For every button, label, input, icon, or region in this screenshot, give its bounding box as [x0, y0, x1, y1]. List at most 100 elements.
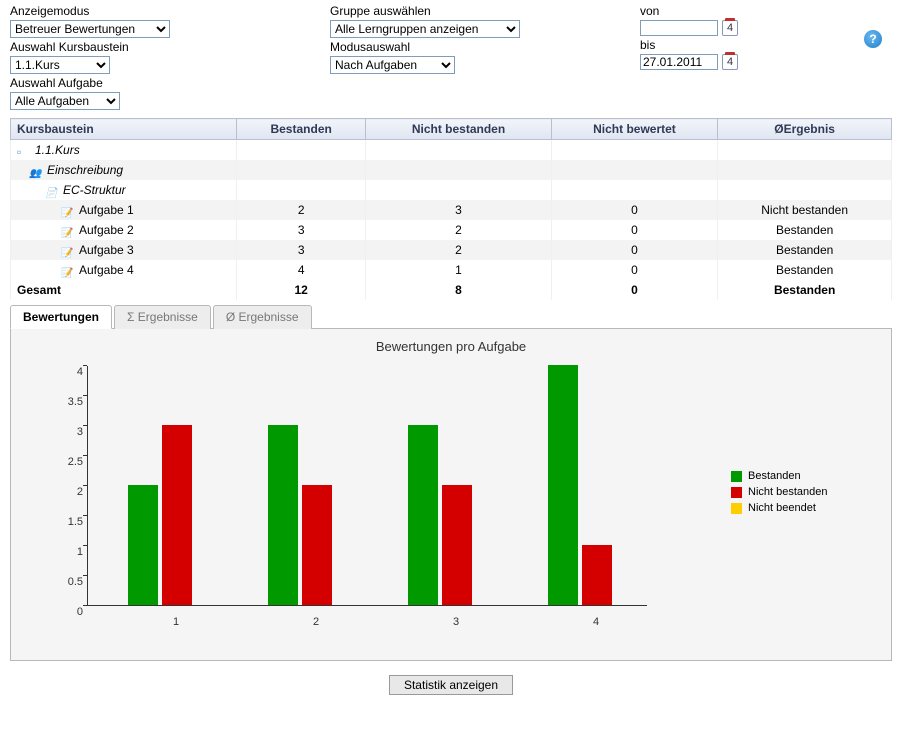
cell: [551, 160, 718, 180]
table-row[interactable]: Aufgabe 1230Nicht bestanden: [11, 200, 892, 220]
legend-item: Bestanden: [731, 470, 828, 482]
cell: 3: [236, 240, 366, 260]
y-tick: [83, 485, 87, 486]
tab-avg[interactable]: Ø Ergebnisse: [213, 305, 312, 329]
table-header[interactable]: Nicht bewertet: [551, 119, 718, 140]
cell: 0: [551, 260, 718, 280]
table-row[interactable]: 1.1.Kurs: [11, 140, 892, 161]
legend-label: Nicht bestanden: [748, 486, 828, 498]
row-label: EC-Struktur: [63, 183, 126, 197]
tab-sum[interactable]: Σ Ergebnisse: [114, 305, 211, 329]
modus-label: Modusauswahl: [330, 40, 560, 54]
node-icon: [17, 145, 31, 157]
chart-plot: [87, 366, 647, 606]
x-tick-label: 4: [593, 616, 599, 628]
y-tick-label: 3: [41, 426, 83, 438]
legend-item: Nicht beendet: [731, 502, 828, 514]
table-row[interactable]: Aufgabe 2320Bestanden: [11, 220, 892, 240]
cell: 4: [236, 260, 366, 280]
table-row[interactable]: Aufgabe 4410Bestanden: [11, 260, 892, 280]
cell: [366, 180, 551, 200]
y-tick-label: 4: [41, 366, 83, 378]
cell: [236, 180, 366, 200]
cell: [366, 160, 551, 180]
y-tick-label: 0: [41, 606, 83, 618]
table-header-row: KursbausteinBestandenNicht bestandenNich…: [11, 119, 892, 140]
y-tick: [83, 605, 87, 606]
cell: Bestanden: [718, 220, 892, 240]
cell: [718, 140, 892, 161]
group-label: Gruppe auswählen: [330, 4, 560, 18]
show-stats-button[interactable]: Statistik anzeigen: [389, 675, 513, 695]
y-tick: [83, 425, 87, 426]
enroll-icon: [29, 165, 43, 177]
cell: [366, 140, 551, 161]
cell: 2: [366, 220, 551, 240]
cell: 8: [366, 280, 551, 300]
cell: [236, 140, 366, 161]
cell: 2: [366, 240, 551, 260]
legend-swatch: [731, 487, 742, 498]
legend-swatch: [731, 503, 742, 514]
row-label: Einschreibung: [47, 163, 123, 177]
calendar-icon[interactable]: 4: [722, 54, 738, 70]
table-row[interactable]: Einschreibung: [11, 160, 892, 180]
table-header[interactable]: ØErgebnis: [718, 119, 892, 140]
cell: 0: [551, 220, 718, 240]
to-input[interactable]: [640, 54, 718, 70]
cell: 12: [236, 280, 366, 300]
cell: [551, 180, 718, 200]
table-total-row: Gesamt1280Bestanden: [11, 280, 892, 300]
x-tick-label: 1: [173, 616, 179, 628]
x-tick-label: 3: [453, 616, 459, 628]
filter-col-dates: von 4 bis 4: [640, 4, 738, 110]
legend-label: Bestanden: [748, 470, 801, 482]
y-tick-label: 1: [41, 546, 83, 558]
course-label: Auswahl Kursbaustein: [10, 40, 210, 54]
course-select[interactable]: 1.1.Kurs: [10, 56, 110, 74]
y-tick: [83, 455, 87, 456]
y-tick: [83, 515, 87, 516]
filter-col-group: Gruppe auswählen Alle Lerngruppen anzeig…: [330, 4, 560, 110]
chart-bar: [128, 485, 158, 605]
row-label: Aufgabe 1: [79, 203, 134, 217]
results-table: KursbausteinBestandenNicht bestandenNich…: [10, 118, 892, 300]
y-tick: [83, 575, 87, 576]
y-tick: [83, 545, 87, 546]
cell: [718, 160, 892, 180]
table-row[interactable]: EC-Struktur: [11, 180, 892, 200]
row-label: Aufgabe 3: [79, 243, 134, 257]
table-body: 1.1.Kurs Einschreibung EC-Struktur Aufgabe …: [11, 140, 892, 301]
chart-legend: Bestanden Nicht bestanden Nicht beendet: [731, 470, 828, 518]
chart-bar: [268, 425, 298, 605]
cell: Bestanden: [718, 260, 892, 280]
modus-select[interactable]: Nach Aufgaben: [330, 56, 455, 74]
tab-bar: Bewertungen Σ Ergebnisse Ø Ergebnisse: [10, 304, 892, 329]
chart-bar: [408, 425, 438, 605]
y-tick-label: 0.5: [41, 576, 83, 588]
chart-bar: [548, 365, 578, 605]
mode-select[interactable]: Betreuer Bewertungen: [10, 20, 170, 38]
table-row[interactable]: Aufgabe 3320Bestanden: [11, 240, 892, 260]
chart-area: 00.511.522.533.541234: [41, 360, 701, 640]
table-header[interactable]: Kursbaustein: [11, 119, 237, 140]
table-header[interactable]: Nicht bestanden: [366, 119, 551, 140]
y-tick-label: 2.5: [41, 456, 83, 468]
cell: [718, 180, 892, 200]
mode-label: Anzeigemodus: [10, 4, 210, 18]
cell: 3: [236, 220, 366, 240]
y-tick-label: 1.5: [41, 516, 83, 528]
tab-bewertungen[interactable]: Bewertungen: [10, 305, 112, 329]
task-select[interactable]: Alle Aufgaben: [10, 92, 120, 110]
legend-item: Nicht bestanden: [731, 486, 828, 498]
help-icon[interactable]: ?: [864, 30, 882, 48]
table-header[interactable]: Bestanden: [236, 119, 366, 140]
chart-bar: [162, 425, 192, 605]
cell: [551, 140, 718, 161]
row-label: 1.1.Kurs: [35, 143, 80, 157]
calendar-icon[interactable]: 4: [722, 20, 738, 36]
task-icon: [61, 225, 75, 237]
task-icon: [61, 265, 75, 277]
group-select[interactable]: Alle Lerngruppen anzeigen: [330, 20, 520, 38]
from-input[interactable]: [640, 20, 718, 36]
